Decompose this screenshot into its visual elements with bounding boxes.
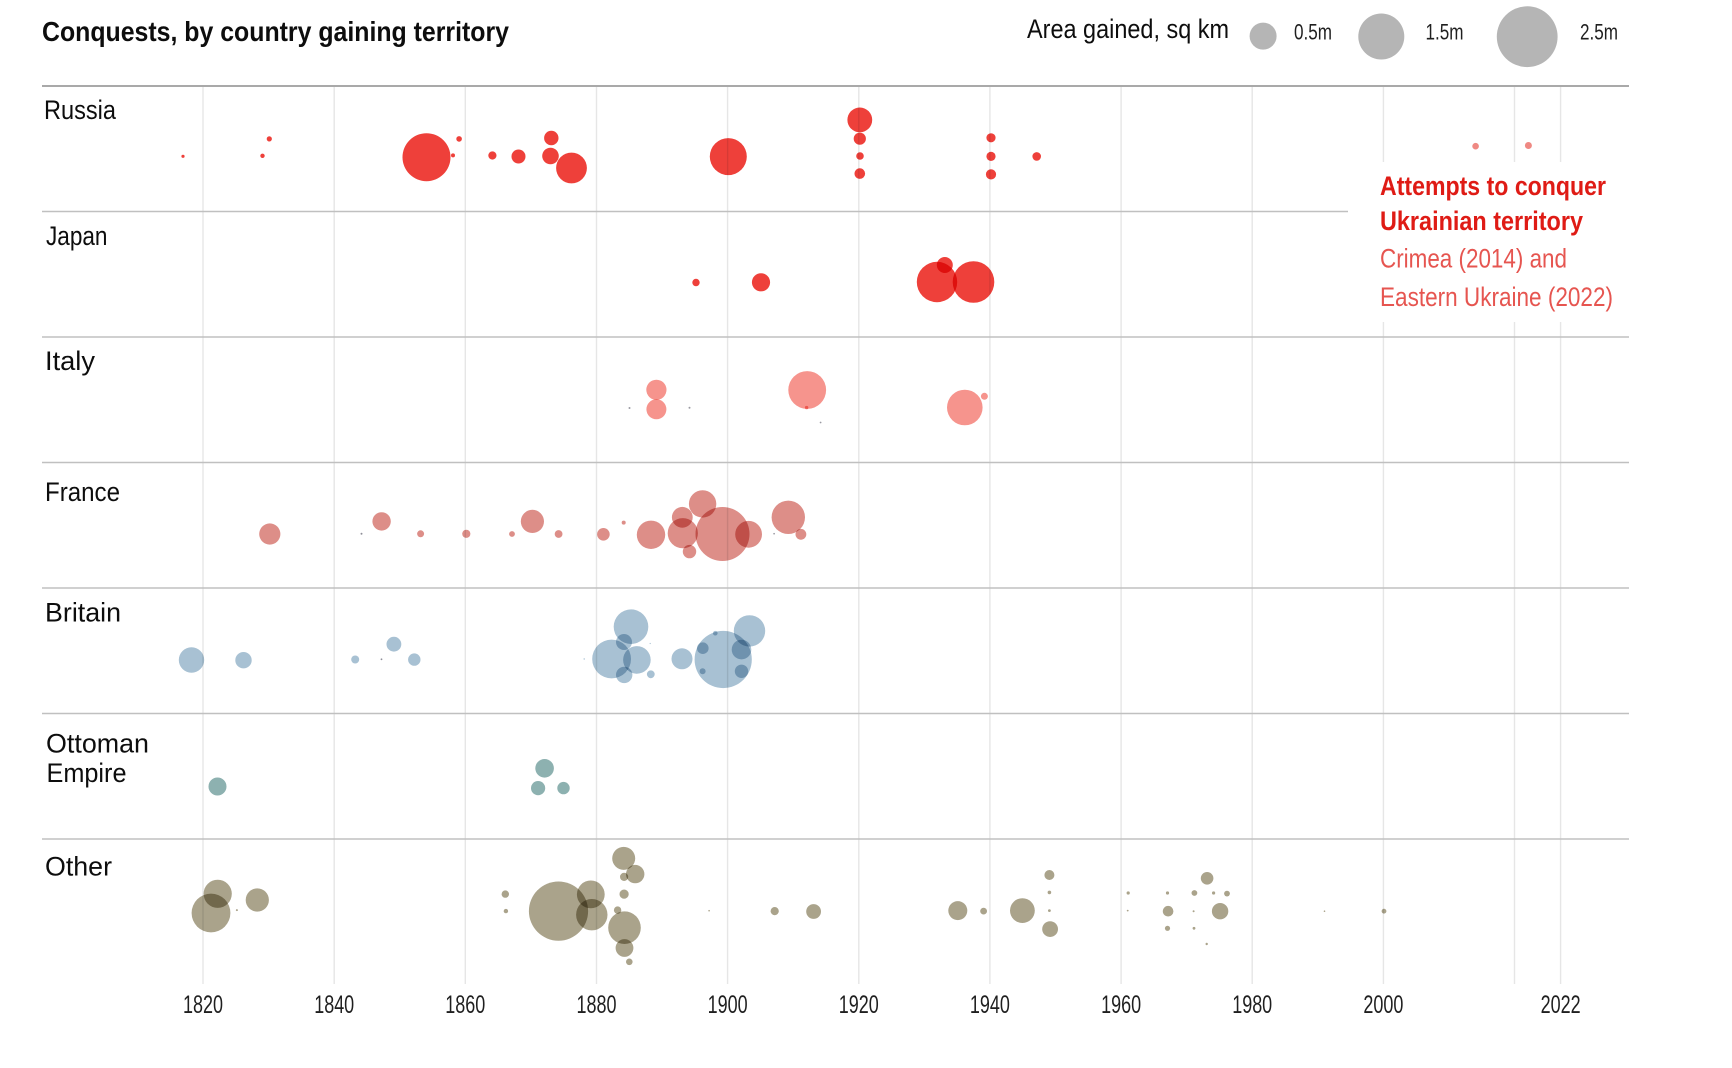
svg-text:1960: 1960 (1101, 991, 1141, 1019)
svg-text:Crimea (2014) and: Crimea (2014) and (1380, 244, 1567, 274)
svg-text:Other: Other (45, 852, 112, 882)
svg-text:1940: 1940 (970, 991, 1010, 1019)
svg-text:Britain: Britain (45, 598, 121, 628)
svg-text:Japan: Japan (46, 221, 108, 251)
svg-text:1980: 1980 (1232, 991, 1272, 1019)
svg-text:1880: 1880 (577, 991, 617, 1019)
svg-text:Ottoman: Ottoman (46, 728, 149, 758)
svg-text:Eastern Ukraine (2022): Eastern Ukraine (2022) (1380, 282, 1613, 312)
svg-text:France: France (45, 477, 120, 507)
svg-text:Area gained, sq km: Area gained, sq km (1027, 14, 1229, 44)
svg-text:1920: 1920 (839, 991, 879, 1019)
svg-text:2022: 2022 (1541, 991, 1581, 1019)
svg-text:1840: 1840 (314, 991, 354, 1019)
svg-text:0.5m: 0.5m (1294, 20, 1332, 45)
svg-text:Italy: Italy (45, 346, 95, 376)
svg-text:2000: 2000 (1363, 991, 1403, 1019)
svg-text:1820: 1820 (183, 991, 223, 1019)
svg-text:Empire: Empire (47, 758, 127, 788)
svg-text:Conquests, by country gaining: Conquests, by country gaining territory (42, 16, 509, 47)
svg-text:2.5m: 2.5m (1580, 20, 1618, 45)
svg-text:1900: 1900 (708, 991, 748, 1019)
svg-text:Russia: Russia (44, 95, 117, 125)
svg-text:1.5m: 1.5m (1426, 20, 1464, 45)
svg-text:Attempts to conquer: Attempts to conquer (1380, 171, 1606, 201)
svg-text:1860: 1860 (445, 991, 485, 1019)
svg-text:Ukrainian territory: Ukrainian territory (1380, 206, 1583, 236)
